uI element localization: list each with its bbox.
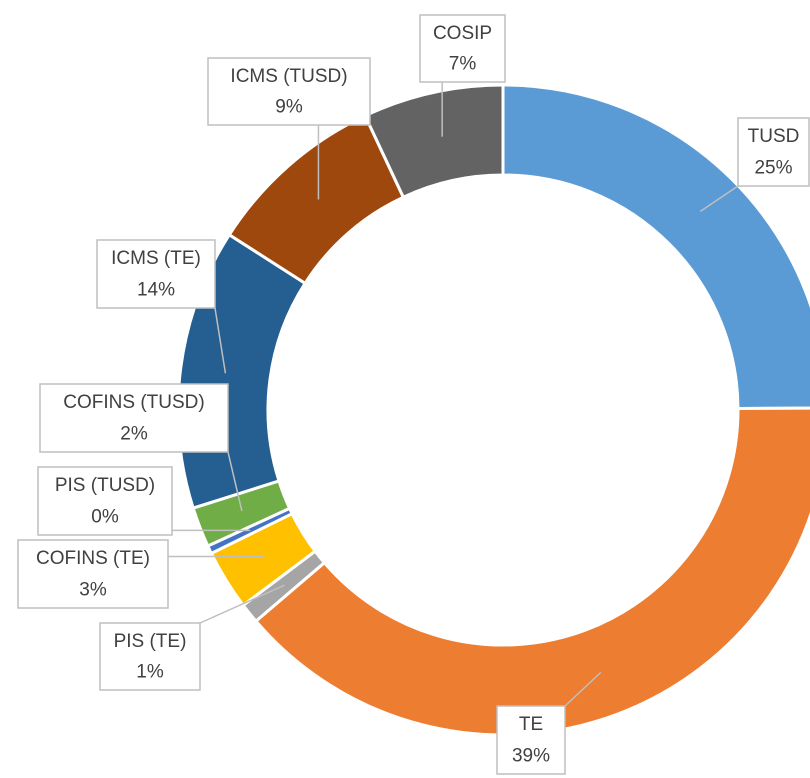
- category-label: TUSD: [748, 126, 800, 147]
- callout-box: [737, 117, 810, 187]
- value-label: 0%: [91, 506, 119, 527]
- value-label: 25%: [754, 157, 792, 178]
- category-label: COSIP: [433, 23, 492, 44]
- donut-slice: [501, 83, 810, 411]
- category-label: PIS (TE): [114, 631, 187, 652]
- callout-leader: [214, 307, 227, 374]
- value-label: 39%: [512, 745, 550, 766]
- callout-box: [207, 57, 371, 126]
- callout-box: [419, 14, 506, 83]
- callout-box: [39, 383, 229, 453]
- donut-slice: [253, 406, 810, 737]
- callout-box: [99, 622, 201, 691]
- callout-leader: [199, 584, 285, 624]
- value-label: 2%: [120, 423, 148, 444]
- callout-leader: [227, 451, 243, 512]
- category-label: ICMS (TE): [111, 248, 201, 269]
- category-label: PIS (TUSD): [55, 475, 155, 496]
- callout-box: [96, 239, 216, 309]
- value-label: 1%: [136, 662, 164, 683]
- category-label: COFINS (TE): [36, 548, 150, 569]
- callout-leader: [699, 185, 739, 213]
- donut-slice: [363, 83, 505, 200]
- callout-box: [17, 539, 169, 609]
- value-label: 3%: [79, 579, 107, 600]
- value-label: 9%: [275, 97, 303, 118]
- category-label: ICMS (TUSD): [230, 66, 347, 87]
- value-label: 14%: [137, 279, 175, 300]
- category-label: TE: [519, 714, 543, 735]
- callout-leader: [564, 671, 602, 707]
- value-label: 7%: [449, 54, 477, 75]
- callout-box: [37, 466, 173, 536]
- category-label: COFINS (TUSD): [63, 392, 204, 413]
- callout-box: [496, 705, 566, 775]
